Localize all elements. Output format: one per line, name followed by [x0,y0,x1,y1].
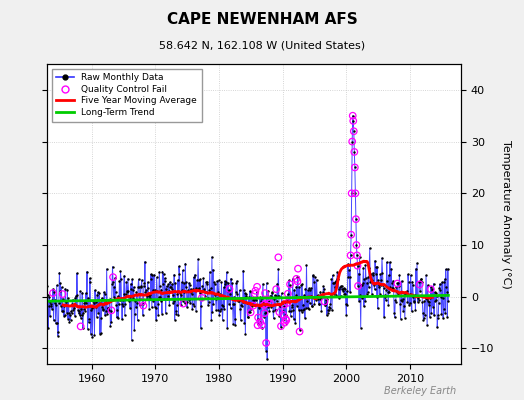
Point [139,302,148,309]
Point [107,307,116,314]
Point [351,164,359,171]
Point [225,286,234,292]
Point [283,300,291,306]
Point [198,295,206,301]
Point [346,252,355,258]
Point [351,190,359,196]
Point [260,310,269,316]
Point [275,309,283,315]
Point [292,276,301,282]
Point [260,302,268,308]
Point [353,252,361,258]
Point [77,323,85,330]
Point [294,266,302,272]
Point [280,302,288,308]
Point [280,320,289,326]
Point [393,280,401,287]
Point [347,190,356,196]
Point [261,301,269,307]
Point [354,283,362,289]
Point [58,291,67,297]
Point [274,254,282,260]
Point [349,118,357,124]
Y-axis label: Temperature Anomaly (°C): Temperature Anomaly (°C) [501,140,511,288]
Point [350,149,358,155]
Text: CAPE NEWENHAM AFS: CAPE NEWENHAM AFS [167,12,357,27]
Point [353,262,362,269]
Point [427,286,435,292]
Point [352,242,361,248]
Point [258,322,266,328]
Point [254,322,262,328]
Point [109,274,117,280]
Point [272,286,280,292]
Point [261,290,269,296]
Point [263,367,271,374]
Point [286,281,294,288]
Legend: Raw Monthly Data, Quality Control Fail, Five Year Moving Average, Long-Term Tren: Raw Monthly Data, Quality Control Fail, … [52,68,202,122]
Point [352,216,360,222]
Point [253,284,261,290]
Point [293,278,302,285]
Point [348,138,356,145]
Text: 58.642 N, 162.108 W (United States): 58.642 N, 162.108 W (United States) [159,40,365,50]
Point [350,128,358,134]
Point [246,309,255,316]
Point [249,302,257,309]
Point [49,290,57,296]
Point [281,316,290,322]
Point [279,312,287,318]
Point [282,317,290,324]
Point [254,314,263,321]
Point [296,328,304,335]
Point [416,281,424,288]
Point [179,300,188,307]
Point [266,300,274,306]
Point [262,340,270,346]
Point [252,288,260,294]
Point [348,112,357,119]
Point [264,296,272,303]
Point [256,319,265,325]
Text: Berkeley Earth: Berkeley Earth [384,386,456,396]
Point [347,232,355,238]
Point [251,291,259,297]
Point [277,323,285,329]
Point [138,298,147,305]
Point [283,290,292,297]
Point [320,298,329,305]
